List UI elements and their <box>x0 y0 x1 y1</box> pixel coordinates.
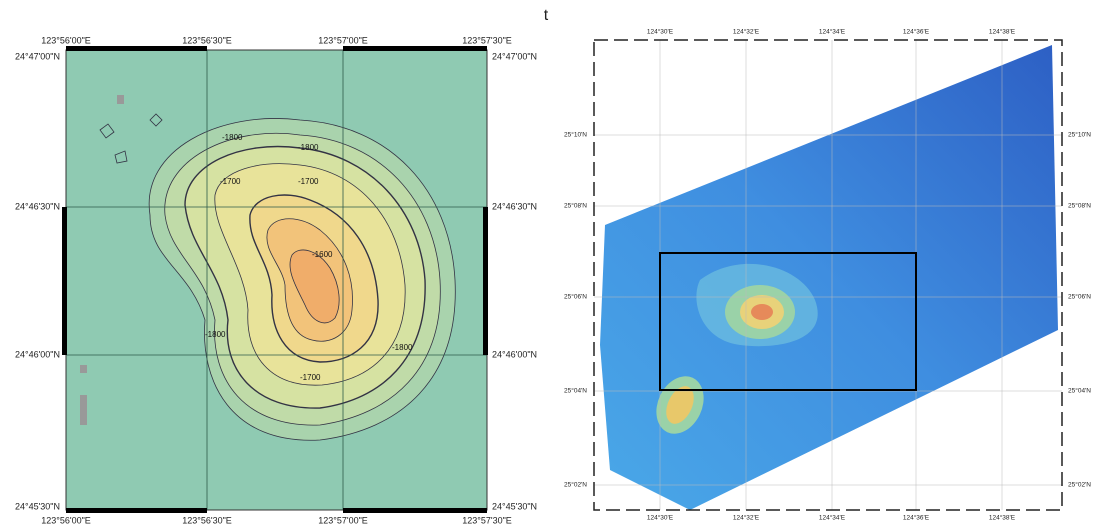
contour-label: -1800 <box>222 133 243 142</box>
marker <box>80 395 87 425</box>
x-label: 124°36'E <box>903 514 930 522</box>
marker <box>80 365 87 373</box>
swath <box>600 45 1058 510</box>
figure-title: t <box>544 7 549 24</box>
x-label: 124°32'E <box>733 514 760 522</box>
y-label: 25°10'N <box>564 131 587 139</box>
x-label: 123°56'00"E <box>41 35 91 45</box>
contour-area <box>751 304 773 320</box>
x-label: 124°36'E <box>903 28 930 36</box>
y-label: 24°45'30"N <box>15 501 60 511</box>
contour-label: -1800 <box>298 143 319 152</box>
contour-label: -1700 <box>220 177 241 186</box>
y-label: 25°02'N <box>1068 481 1091 489</box>
y-label: 25°06'N <box>1068 293 1091 301</box>
x-label: 123°56'30"E <box>182 515 232 525</box>
x-label: 124°30'E <box>647 28 674 36</box>
contour-label: -1800 <box>205 330 226 339</box>
x-label: 123°57'00"E <box>318 515 368 525</box>
x-label: 124°30'E <box>647 514 674 522</box>
x-label: 124°38'E <box>989 28 1016 36</box>
y-label: 25°02'N <box>564 481 587 489</box>
y-label: 24°46'00"N <box>492 349 537 359</box>
contour-label: -1700 <box>298 177 319 186</box>
x-label: 124°34'E <box>819 28 846 36</box>
figure: t -1800 -1800 -1700 -1700 -1600 <box>0 0 1093 531</box>
x-label: 124°34'E <box>819 514 846 522</box>
y-label: 25°04'N <box>1068 387 1091 395</box>
contour-label: -1800 <box>392 343 413 352</box>
right-map <box>594 40 1062 510</box>
y-label: 25°08'N <box>564 202 587 210</box>
x-label: 123°57'30"E <box>462 515 512 525</box>
left-map: -1800 -1800 -1700 -1700 -1600 -1800 -170… <box>62 46 488 513</box>
y-label: 25°06'N <box>564 293 587 301</box>
y-label: 24°46'30"N <box>15 201 60 211</box>
page: t -1800 -1800 -1700 -1700 -1600 <box>0 0 1093 531</box>
x-label: 123°56'00"E <box>41 515 91 525</box>
y-label: 25°10'N <box>1068 131 1091 139</box>
contour-label: -1700 <box>300 373 321 382</box>
y-label: 24°45'30"N <box>492 501 537 511</box>
y-label: 24°47'00"N <box>492 51 537 61</box>
y-label: 25°04'N <box>564 387 587 395</box>
marker <box>117 95 124 104</box>
x-label: 123°56'30"E <box>182 35 232 45</box>
y-label: 24°46'00"N <box>15 349 60 359</box>
x-label: 124°38'E <box>989 514 1016 522</box>
x-label: 123°57'00"E <box>318 35 368 45</box>
x-label: 123°57'30"E <box>462 35 512 45</box>
y-label: 24°47'00"N <box>15 51 60 61</box>
y-label: 24°46'30"N <box>492 201 537 211</box>
y-label: 25°08'N <box>1068 202 1091 210</box>
x-label: 124°32'E <box>733 28 760 36</box>
contour-label: -1600 <box>312 250 333 259</box>
